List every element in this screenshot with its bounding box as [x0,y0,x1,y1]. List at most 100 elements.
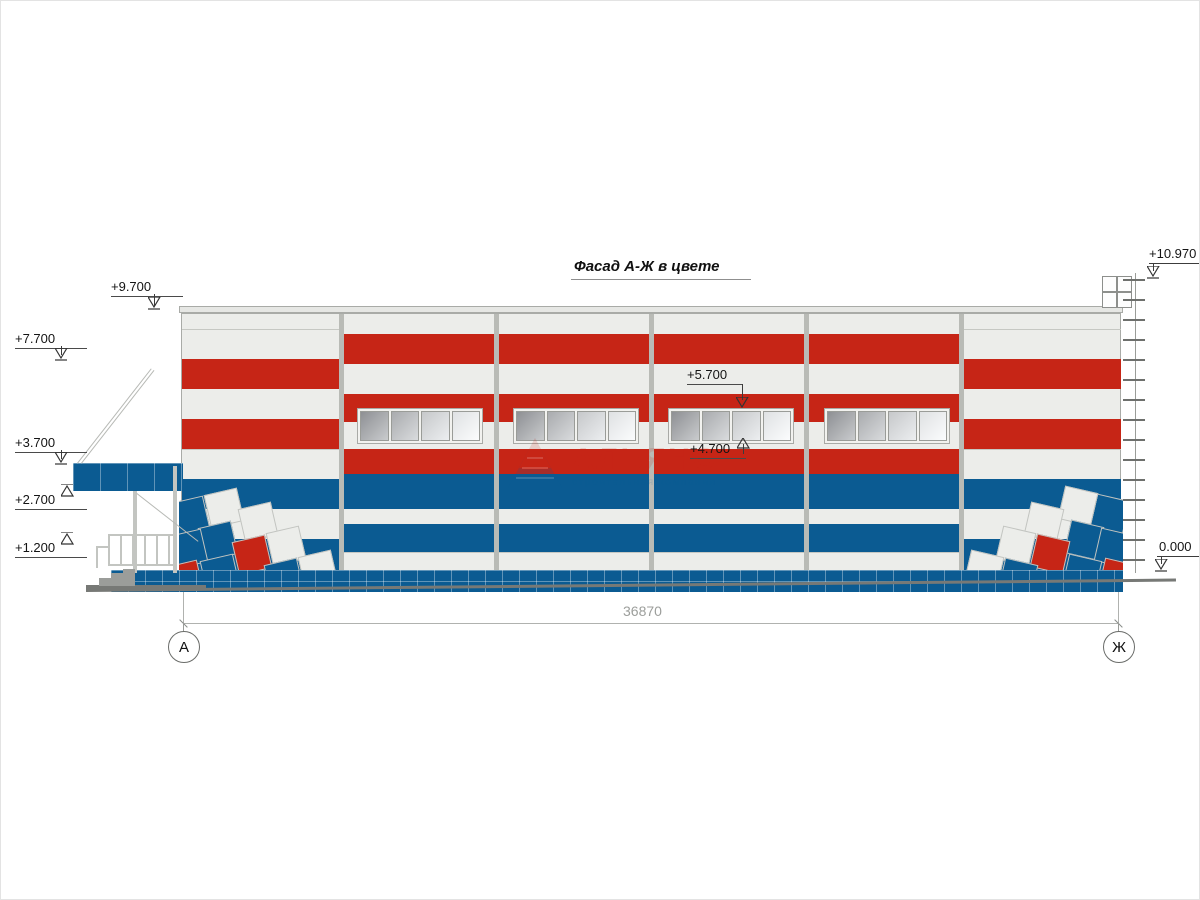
ribbon-window-3[interactable] [668,408,794,444]
elevation-value: +1.200 [15,540,56,555]
mullion-4 [804,314,809,570]
window-pane [577,411,606,441]
ruler-tick [1123,359,1145,361]
window-pane [918,411,947,441]
elevation-marker-1200: +1.200 [15,540,87,558]
ground-line-left [86,585,206,589]
railing-post [168,534,170,566]
elevation-ruler-spine [1135,273,1136,573]
elevation-value: +9.700 [111,279,152,294]
axis-leader-left [183,623,184,633]
roof-cap [179,306,1123,313]
window-pane [607,411,636,441]
elevation-value: +10.970 [1149,246,1197,261]
elevation-value: +3.700 [15,435,56,450]
mullion-3 [649,314,654,570]
title-underline [571,279,751,280]
window-pane [827,411,856,441]
elevation-value: +5.700 [687,367,728,382]
elevation-marker-2700: +2.700 [15,492,87,510]
axis-bubble-a[interactable]: А [168,631,200,663]
ruler-tick [1123,339,1145,341]
elevation-marker-3700: +3.700 [15,435,87,453]
ribbon-window-1[interactable] [357,408,483,444]
elevation-marker-7700: +7.700 [15,331,87,349]
window-pane [451,411,480,441]
decor-checker-left [179,471,344,571]
ribbon-window-2[interactable] [513,408,639,444]
handrail-return [96,546,110,548]
ruler-tick [1123,419,1145,421]
stripe-red-right-1 [963,359,1121,389]
mullion-5 [959,314,964,570]
window-pane [546,411,575,441]
window-pane [762,411,791,441]
stripe-red-right-2 [963,419,1121,449]
page-title: Фасад А-Ж в цвете [574,258,720,275]
ruler-tick [1123,459,1145,461]
dim-extension-right [1118,592,1119,624]
window-pane [888,411,917,441]
panel-joint [963,329,1121,330]
window-pane [732,411,761,441]
leader-stem [61,346,62,355]
elevation-marker-10970: +10.970 [1149,246,1196,261]
elevation-marker-4700: +4.700 [690,441,746,459]
arrow-up-icon [61,484,75,497]
dim-extension-left [183,592,184,624]
mullion-2 [494,314,499,570]
ruler-tick [1123,499,1145,501]
canopy-panels [73,463,183,491]
axis-bubble-zh[interactable]: Ж [1103,631,1135,663]
arrow-up-icon [61,532,75,545]
railing-post [144,534,146,566]
decor-checker-right [961,471,1123,571]
window-pane [421,411,450,441]
entrance-canopy [73,463,183,491]
railing-post [120,534,122,566]
window-pane [857,411,886,441]
canopy-brace [77,368,152,464]
arrow-down-icon [55,348,68,361]
ruler-tick [1123,299,1145,301]
stair-railing-bottom [108,564,174,566]
elevation-marker-0000: 0.000 [1159,539,1192,554]
stair-railing-top [108,534,174,536]
elevation-marker-5700: +5.700 [687,367,743,385]
arrow-down-icon [736,397,749,409]
leader-stem [743,444,744,454]
step [111,573,123,586]
stripe-red-left-2 [182,419,341,449]
window-pane [516,411,545,441]
ruler-tick [1123,319,1145,321]
ruler-tick [1123,399,1145,401]
dimension-line [183,623,1118,624]
leader-bar [1149,263,1199,264]
stripe-red-left-1 [182,359,341,389]
window-pane [390,411,419,441]
leader-bar [1157,556,1199,557]
ribbon-window-4[interactable] [824,408,950,444]
ruler-tick [1123,479,1145,481]
arrow-up-icon [737,438,751,449]
leader-stem [61,450,62,459]
mullion-1 [339,314,344,570]
window-pane [671,411,700,441]
window-pane [701,411,730,441]
panel-joint [182,449,341,450]
canopy-brace [81,370,155,464]
roof-parapet-grid [1102,276,1132,308]
railing-post [132,534,134,566]
panel-joint [963,449,1121,450]
canopy-post-2 [173,466,177,573]
step [99,578,111,586]
arrow-down-icon [148,297,161,310]
step [123,569,135,586]
ruler-tick [1123,539,1145,541]
panel-joint [182,329,341,330]
ruler-tick [1123,439,1145,441]
ruler-tick [1123,279,1145,281]
ruler-tick [1123,559,1145,561]
ruler-tick [1123,379,1145,381]
